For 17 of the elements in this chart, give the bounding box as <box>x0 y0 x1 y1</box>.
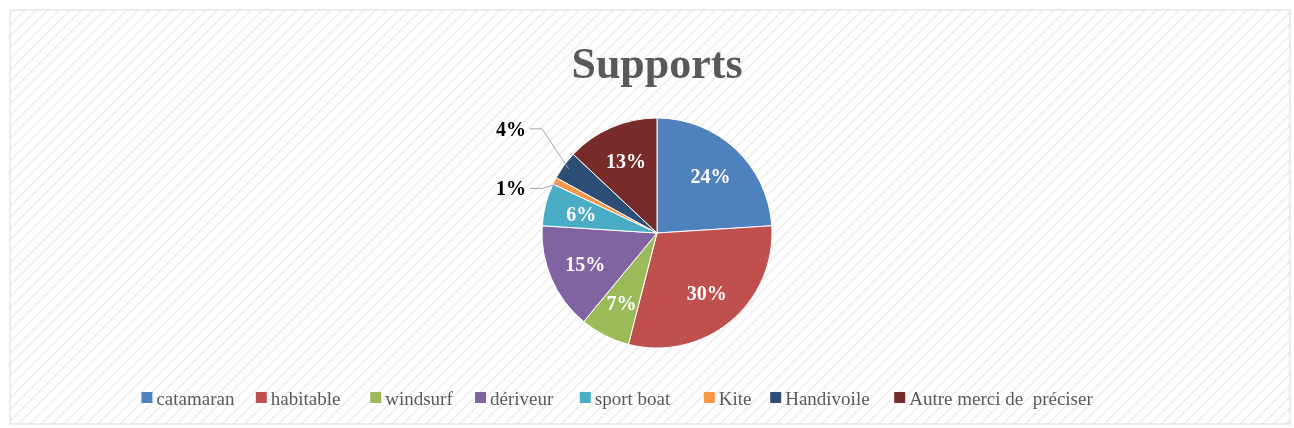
legend-label: habitable <box>270 387 341 409</box>
legend-label: Kite <box>718 387 752 409</box>
legend-label: dériveur <box>490 387 554 409</box>
data-label: 7% <box>606 291 637 314</box>
legend-label: Handivoile <box>785 387 870 409</box>
legend-label: catamaran <box>156 387 235 409</box>
data-label: 13% <box>605 150 646 173</box>
data-label: 4% <box>496 117 526 140</box>
legend-label: sport boat <box>594 387 671 409</box>
legend-label: windsurf <box>385 387 454 409</box>
chart-title: Supports <box>571 39 743 88</box>
legend-label: Autre merci de préciser <box>909 387 1094 409</box>
data-label: 6% <box>566 202 597 225</box>
data-label: 1% <box>496 177 526 200</box>
data-label: 15% <box>565 253 606 276</box>
data-label: 30% <box>686 282 727 305</box>
data-label: 24% <box>690 164 731 187</box>
